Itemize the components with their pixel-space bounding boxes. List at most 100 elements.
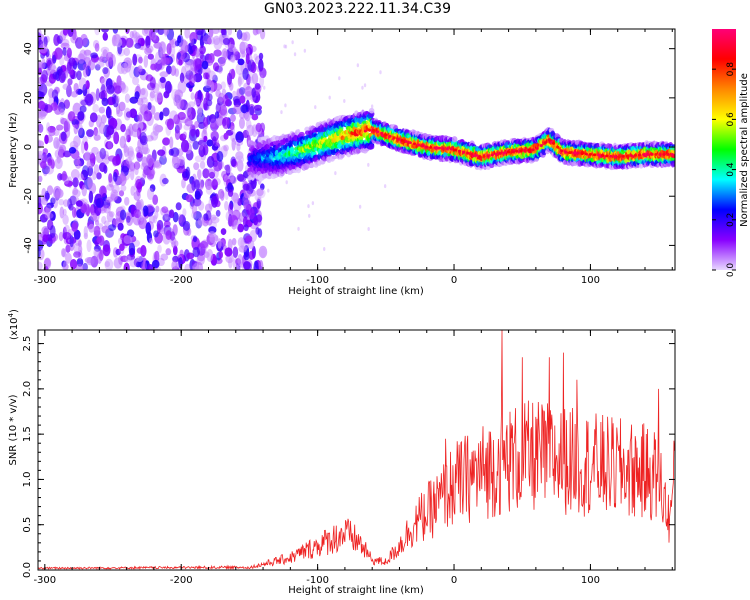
heatmap-cell — [177, 80, 187, 94]
heatmap-cell — [68, 146, 77, 154]
heatmap-cell — [48, 129, 56, 137]
heatmap-cell — [206, 249, 214, 262]
heatmap-cell — [59, 108, 65, 116]
heatmap-peak — [478, 155, 482, 158]
heatmap-cell — [254, 192, 262, 202]
heatmap-cell — [49, 210, 56, 222]
heatmap-cell — [169, 136, 174, 149]
heatmap-cell — [84, 141, 89, 151]
heatmap-cell — [157, 29, 165, 36]
heatmap-peak — [527, 148, 531, 152]
heatmap-peak — [511, 150, 515, 153]
heatmap-cell — [166, 43, 172, 55]
heatmap-cell — [87, 176, 94, 189]
heatmap-cell — [78, 127, 85, 139]
heatmap-cell — [39, 214, 48, 223]
heatmap-cell — [238, 87, 246, 95]
heatmap-cell — [242, 67, 249, 80]
heatmap-cell — [152, 214, 158, 224]
heatmap-cell — [101, 97, 109, 107]
heatmap-cell — [66, 47, 72, 59]
heatmap-cell — [96, 198, 101, 208]
heatmap-peak — [515, 149, 519, 153]
heatmap-cell — [171, 153, 179, 166]
heatmap-cell — [134, 166, 139, 176]
heatmap-cell — [214, 235, 219, 242]
heatmap-cell — [193, 72, 203, 83]
heatmap-cell — [62, 232, 72, 240]
heatmap-cell — [88, 223, 95, 233]
heatmap-cell — [212, 74, 218, 83]
heatmap-cell — [308, 213, 311, 218]
heatmap-cell — [131, 129, 140, 138]
heatmap-cell — [297, 226, 300, 231]
heatmap-cell — [108, 173, 113, 183]
heatmap-cell — [146, 82, 156, 91]
heatmap-cell — [177, 213, 183, 224]
heatmap-cell — [303, 48, 307, 53]
heatmap-peak — [371, 128, 376, 132]
heatmap-peak — [400, 139, 404, 142]
heatmap-cell — [254, 82, 261, 90]
heatmap-peak — [433, 146, 437, 150]
heatmap-cell — [154, 210, 159, 220]
heatmap-cell — [159, 76, 166, 84]
heatmap-cell — [73, 157, 81, 166]
heatmap-cell — [58, 131, 68, 145]
heatmap-peak — [470, 152, 474, 156]
heatmap-cell — [193, 162, 200, 171]
heatmap-cell — [54, 149, 62, 159]
heatmap-cell — [194, 47, 200, 58]
heatmap-cell — [38, 123, 44, 134]
heatmap-cell — [232, 258, 239, 270]
heatmap-cell — [38, 246, 41, 259]
heatmap-cell — [260, 248, 266, 258]
heatmap-cell — [129, 108, 138, 119]
heatmap-cell — [227, 182, 233, 192]
heatmap-cell — [206, 156, 215, 168]
heatmap-cell — [194, 121, 200, 129]
heatmap-cell — [137, 114, 143, 122]
heatmap-cell — [77, 240, 82, 247]
heatmap-cell — [98, 106, 106, 114]
heatmap-cell — [58, 199, 65, 206]
heatmap-cell — [199, 160, 206, 170]
heatmap-cell — [338, 76, 341, 81]
heatmap-cell — [68, 57, 76, 67]
heatmap-cell — [198, 145, 206, 158]
heatmap-cell — [56, 124, 64, 131]
heatmap-cell — [263, 85, 266, 90]
heatmap-cell — [195, 128, 200, 138]
heatmap-cell — [140, 88, 146, 96]
heatmap-cell — [218, 57, 226, 67]
heatmap-cell — [179, 133, 187, 141]
heatmap-cell — [127, 150, 135, 161]
heatmap-cell — [45, 204, 52, 215]
heatmap-cell — [218, 250, 224, 259]
heatmap-cell — [258, 259, 264, 270]
heatmap-cell — [192, 140, 199, 150]
heatmap-cell — [179, 159, 185, 169]
heatmap-cell — [201, 60, 209, 70]
heatmap-cell — [141, 156, 148, 169]
heatmap-cell — [225, 164, 231, 176]
heatmap-cell — [206, 79, 213, 86]
heatmap-peak — [425, 145, 429, 149]
heatmap-cell — [368, 143, 375, 150]
heatmap-cell — [123, 262, 130, 270]
heatmap-cell — [174, 89, 184, 99]
heatmap-cell — [55, 188, 64, 199]
heatmap-cell — [169, 38, 178, 48]
heatmap-cell — [154, 92, 163, 103]
heatmap-cell — [94, 42, 100, 52]
heatmap-cell — [213, 83, 223, 91]
heatmap-cell — [136, 152, 143, 159]
heatmap-cell — [199, 35, 205, 49]
heatmap-cell — [80, 141, 85, 154]
heatmap-cell — [199, 45, 206, 55]
heatmap-cell — [91, 146, 99, 155]
heatmap-cell — [209, 114, 217, 124]
heatmap-peak — [363, 129, 367, 133]
heatmap-cell — [146, 154, 153, 164]
heatmap-cell — [72, 177, 79, 188]
